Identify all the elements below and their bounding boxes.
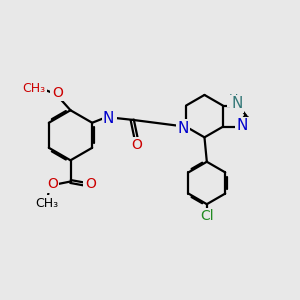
Text: methoxy: methoxy [33, 88, 39, 89]
Text: N: N [236, 118, 248, 134]
Text: H: H [228, 93, 238, 106]
Text: N: N [232, 96, 243, 111]
Text: O: O [52, 85, 63, 100]
Text: N: N [178, 121, 189, 136]
Text: N: N [103, 111, 114, 126]
Text: CH₃: CH₃ [22, 82, 46, 95]
Text: H: H [106, 109, 116, 122]
Text: O: O [85, 177, 96, 191]
Text: Cl: Cl [200, 209, 214, 223]
Text: CH₃: CH₃ [35, 197, 58, 210]
Text: O: O [131, 138, 142, 152]
Text: O: O [47, 177, 58, 191]
